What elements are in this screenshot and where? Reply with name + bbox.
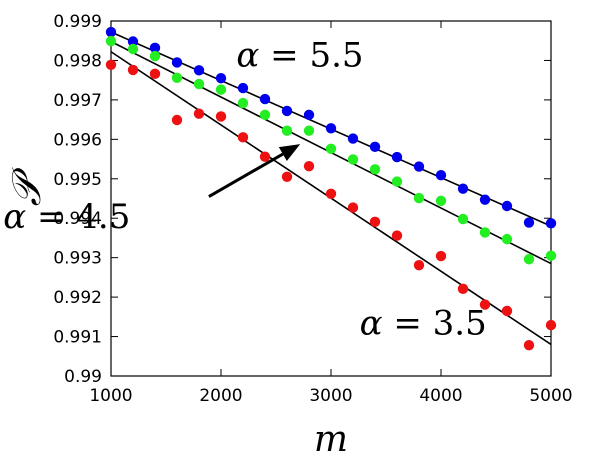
data-point	[523, 254, 535, 265]
data-point	[215, 84, 227, 95]
data-point	[501, 305, 513, 317]
data-point	[193, 108, 205, 119]
data-point	[281, 125, 293, 136]
data-points	[105, 26, 557, 351]
y-tick-label: 0.992	[53, 288, 102, 308]
data-point	[545, 319, 557, 331]
data-point	[127, 64, 139, 76]
data-point	[369, 141, 381, 153]
data-point	[457, 213, 469, 225]
data-point	[303, 125, 315, 136]
data-point	[149, 42, 161, 54]
data-point	[413, 259, 425, 271]
x-tick-labels: 1000 2000 3000 4000 5000	[89, 386, 572, 406]
x-tick-label: 3000	[309, 386, 352, 406]
data-point	[171, 114, 183, 126]
y-tick-label: 0.995	[53, 170, 102, 190]
data-point	[523, 340, 535, 351]
y-tick-label: 0.999	[53, 12, 102, 32]
data-point	[259, 109, 271, 121]
data-point	[391, 151, 403, 163]
x-tick-label: 4000	[419, 386, 462, 406]
data-point	[501, 233, 513, 245]
data-point	[347, 202, 359, 213]
y-tick-label: 0.994	[53, 209, 102, 229]
data-point	[347, 154, 359, 165]
y-tick-label: 0.993	[53, 249, 102, 269]
data-point	[237, 132, 249, 143]
x-tick-label: 5000	[529, 386, 572, 406]
data-point	[193, 65, 205, 76]
y-tick-label: 0.997	[53, 91, 102, 111]
tick-marks	[110, 20, 552, 377]
data-point	[259, 151, 271, 162]
data-point	[325, 123, 337, 134]
data-point	[237, 82, 249, 94]
data-point	[391, 176, 403, 187]
data-point	[435, 170, 447, 181]
y-tick-label: 0.998	[53, 51, 102, 71]
x-axis-label: m	[314, 419, 348, 460]
annotation-arrow	[208, 144, 301, 198]
data-point	[127, 36, 139, 47]
arrow-head	[278, 144, 301, 161]
data-point	[457, 283, 469, 295]
data-point	[413, 192, 425, 204]
data-point	[325, 188, 337, 199]
data-point	[105, 35, 117, 47]
data-point	[413, 161, 425, 172]
data-point	[149, 50, 161, 62]
y-tick-label: 0.996	[53, 130, 102, 150]
data-point	[149, 68, 161, 80]
data-point	[127, 43, 139, 55]
data-point	[391, 230, 403, 241]
data-point	[479, 194, 491, 205]
data-point	[193, 78, 205, 90]
data-point	[369, 216, 381, 227]
data-point	[435, 250, 447, 262]
data-point	[435, 195, 447, 207]
data-point	[303, 109, 315, 121]
series-annotation: α = 3.5	[360, 304, 487, 344]
y-tick-label: 0.99	[64, 367, 102, 387]
x-tick-label: 1000	[89, 386, 132, 406]
y-tick-labels: 0.99 0.991 0.992 0.993 0.994 0.995 0.996 0.997 0…	[53, 12, 102, 387]
y-tick-label: 0.991	[53, 328, 102, 348]
data-point	[523, 217, 535, 228]
data-point	[215, 72, 227, 84]
data-point	[171, 57, 183, 68]
data-point	[171, 72, 183, 84]
data-point	[479, 227, 491, 238]
data-point	[281, 171, 293, 183]
data-point	[303, 160, 315, 172]
data-point	[105, 59, 117, 70]
data-point	[545, 218, 557, 229]
data-point	[237, 97, 249, 109]
series-annotation: α = 5.5	[236, 35, 363, 75]
data-point	[457, 183, 469, 194]
data-point	[501, 200, 513, 212]
data-point	[369, 164, 381, 175]
data-point	[281, 105, 293, 117]
data-point	[105, 26, 117, 38]
data-point	[479, 299, 491, 310]
data-point	[347, 133, 359, 144]
data-point	[545, 250, 557, 261]
x-tick-label: 2000	[199, 386, 242, 406]
data-point	[215, 111, 227, 122]
data-point	[259, 93, 271, 105]
data-point	[325, 143, 337, 154]
series-annotations: α = 5.5 α = 4.5 α = 3.5	[3, 35, 487, 343]
series-annotation: α = 4.5	[3, 197, 130, 237]
arrow-shaft	[208, 152, 284, 198]
y-axis-label: 𝒫	[4, 166, 50, 206]
